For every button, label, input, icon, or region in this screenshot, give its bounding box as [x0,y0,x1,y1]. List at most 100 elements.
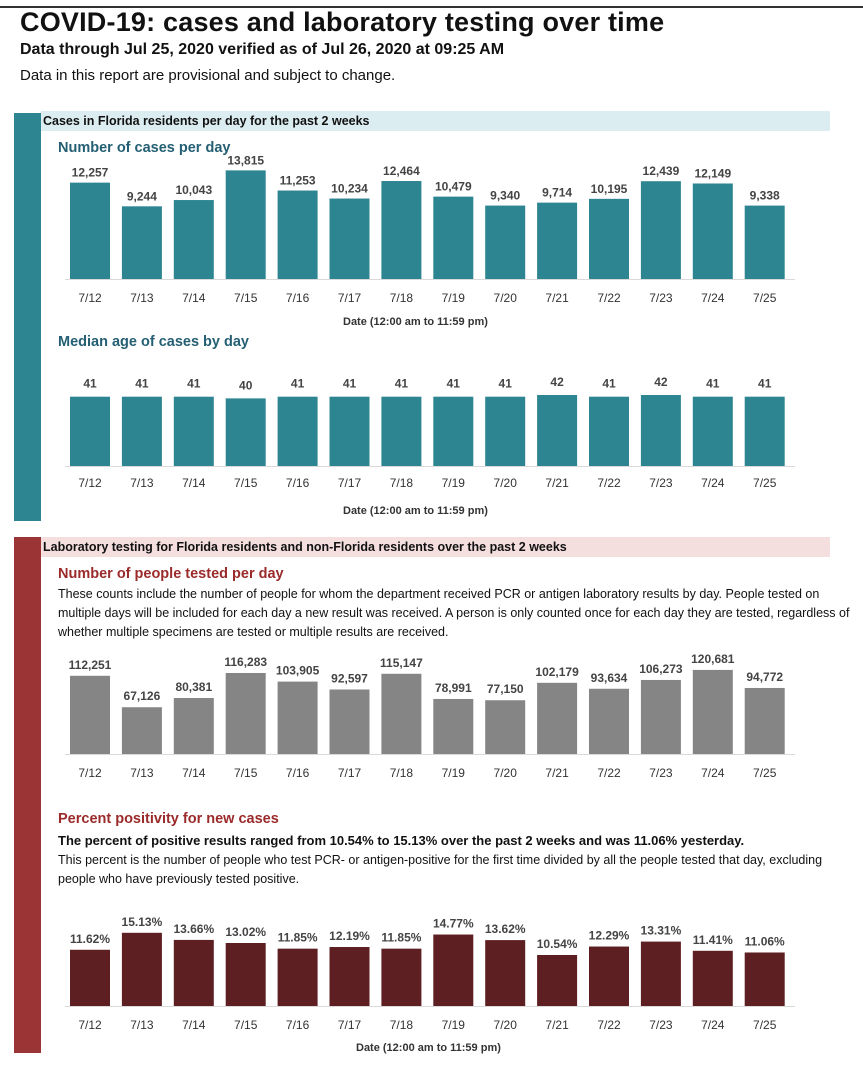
age-x-tick-label: 7/20 [494,476,518,490]
age-data-label: 41 [499,377,513,391]
cases-data-label: 12,439 [643,164,680,178]
positivity-bar [277,948,318,1006]
positivity-bar [173,939,214,1006]
positivity-x-tick-label: 7/24 [701,1018,725,1032]
tested-bar [225,672,266,754]
age-data-label: 41 [395,377,409,391]
age-bar [329,396,370,466]
tested-bar [121,707,162,754]
age-bar [589,396,629,466]
testing-section-header: Laboratory testing for Florida residents… [41,537,830,557]
tested-bar [589,688,629,754]
cases-data-label: 11,253 [280,174,316,188]
positivity-bar [537,955,578,1006]
cases-x-tick-label: 7/24 [701,291,725,305]
positivity-summary: The percent of positive results ranged f… [58,833,745,848]
cases-data-label: 12,149 [694,166,731,180]
positivity-bar [692,950,733,1006]
tested-x-tick-label: 7/21 [545,766,569,780]
age-x-tick-label: 7/25 [753,476,777,490]
age-x-tick-label: 7/18 [390,476,414,490]
positivity-bar [640,941,681,1006]
tested-data-label: 116,283 [224,655,267,669]
age-data-label: 41 [291,377,305,391]
positivity-data-label: 11.85% [381,931,421,945]
positivity-bar [381,948,422,1006]
age-bar [70,396,110,466]
positivity-x-tick-label: 7/17 [338,1018,362,1032]
tested-x-tick-label: 7/16 [286,766,310,780]
cases-data-label: 9,338 [750,189,780,203]
tested-bar [692,669,733,754]
positivity-data-label: 13.66% [173,922,214,936]
tested-x-tick-label: 7/13 [130,766,154,780]
age-data-label: 41 [83,377,97,391]
cases-bar [433,196,474,279]
positivity-data-label: 13.31% [641,924,682,938]
cases-bar [589,198,629,279]
cases-bar [225,170,266,279]
tested-bar [640,679,681,754]
age-data-label: 41 [758,377,772,391]
positivity-description: This percent is the number of people who… [58,853,823,886]
cases-bar [692,183,733,279]
age-x-tick-label: 7/16 [286,476,310,490]
cases-x-tick-label: 7/13 [130,291,154,305]
tested-x-tick-label: 7/25 [753,766,777,780]
age-bar [121,396,162,466]
positivity-x-tick-label: 7/19 [442,1018,466,1032]
positivity-x-tick-label: 7/21 [545,1018,569,1032]
positivity-data-label: 12.19% [329,929,370,943]
cases-bar [537,202,578,279]
cases-data-label: 9,244 [127,189,157,203]
cases-data-label: 12,257 [72,166,109,180]
age-x-tick-label: 7/17 [338,476,362,490]
positivity-data-label: 13.02% [225,925,266,939]
age-bar [640,395,681,466]
positivity-data-label: 11.85% [278,931,318,945]
age-x-tick-label: 7/21 [545,476,569,490]
cases-x-tick-label: 7/20 [494,291,518,305]
age-x-tick-label: 7/15 [234,476,258,490]
positivity-data-label: 13.62% [485,922,526,936]
positivity-bar [485,940,526,1006]
cases-data-label: 13,815 [227,153,264,167]
positivity-bar [433,934,474,1006]
tested-data-label: 77,150 [487,682,524,696]
positivity-bar [121,932,162,1006]
page-subtitle: Data through Jul 25, 2020 verified as of… [20,41,505,58]
age-x-axis-label: Date (12:00 am to 11:59 pm) [343,505,488,517]
tested-data-label: 102,179 [535,665,579,679]
tested-bar [329,689,370,754]
cases-x-tick-label: 7/16 [286,291,310,305]
age-x-tick-label: 7/22 [597,476,621,490]
cases-bar [173,200,214,279]
tested-data-label: 120,681 [691,652,735,666]
cases-bar [640,181,681,279]
age-bar [277,396,318,466]
cases-bar [121,206,162,279]
positivity-bar [70,949,110,1006]
tested-data-label: 80,381 [175,680,212,694]
positivity-x-tick-label: 7/20 [494,1018,518,1032]
positivity-x-axis-label: Date (12:00 am to 11:59 pm) [356,1042,501,1054]
age-x-tick-label: 7/23 [649,476,673,490]
provisional-note: Data in this report are provisional and … [20,67,396,84]
tested-bar [537,682,578,754]
cases-bar [277,190,318,279]
testing-section-sidebar [14,537,41,1053]
age-bar [173,396,214,466]
cases-bar [744,205,785,279]
tested-bar [70,675,110,754]
age-data-label: 41 [343,377,357,391]
cases-x-tick-label: 7/21 [545,291,569,305]
tested-x-tick-label: 7/19 [442,766,466,780]
age-data-label: 40 [239,378,253,392]
positivity-bar [744,952,785,1006]
positivity-x-tick-label: 7/25 [753,1018,777,1032]
cases-section-sidebar [14,113,41,521]
positivity-x-tick-label: 7/12 [78,1018,102,1032]
age-data-label: 41 [447,377,461,391]
